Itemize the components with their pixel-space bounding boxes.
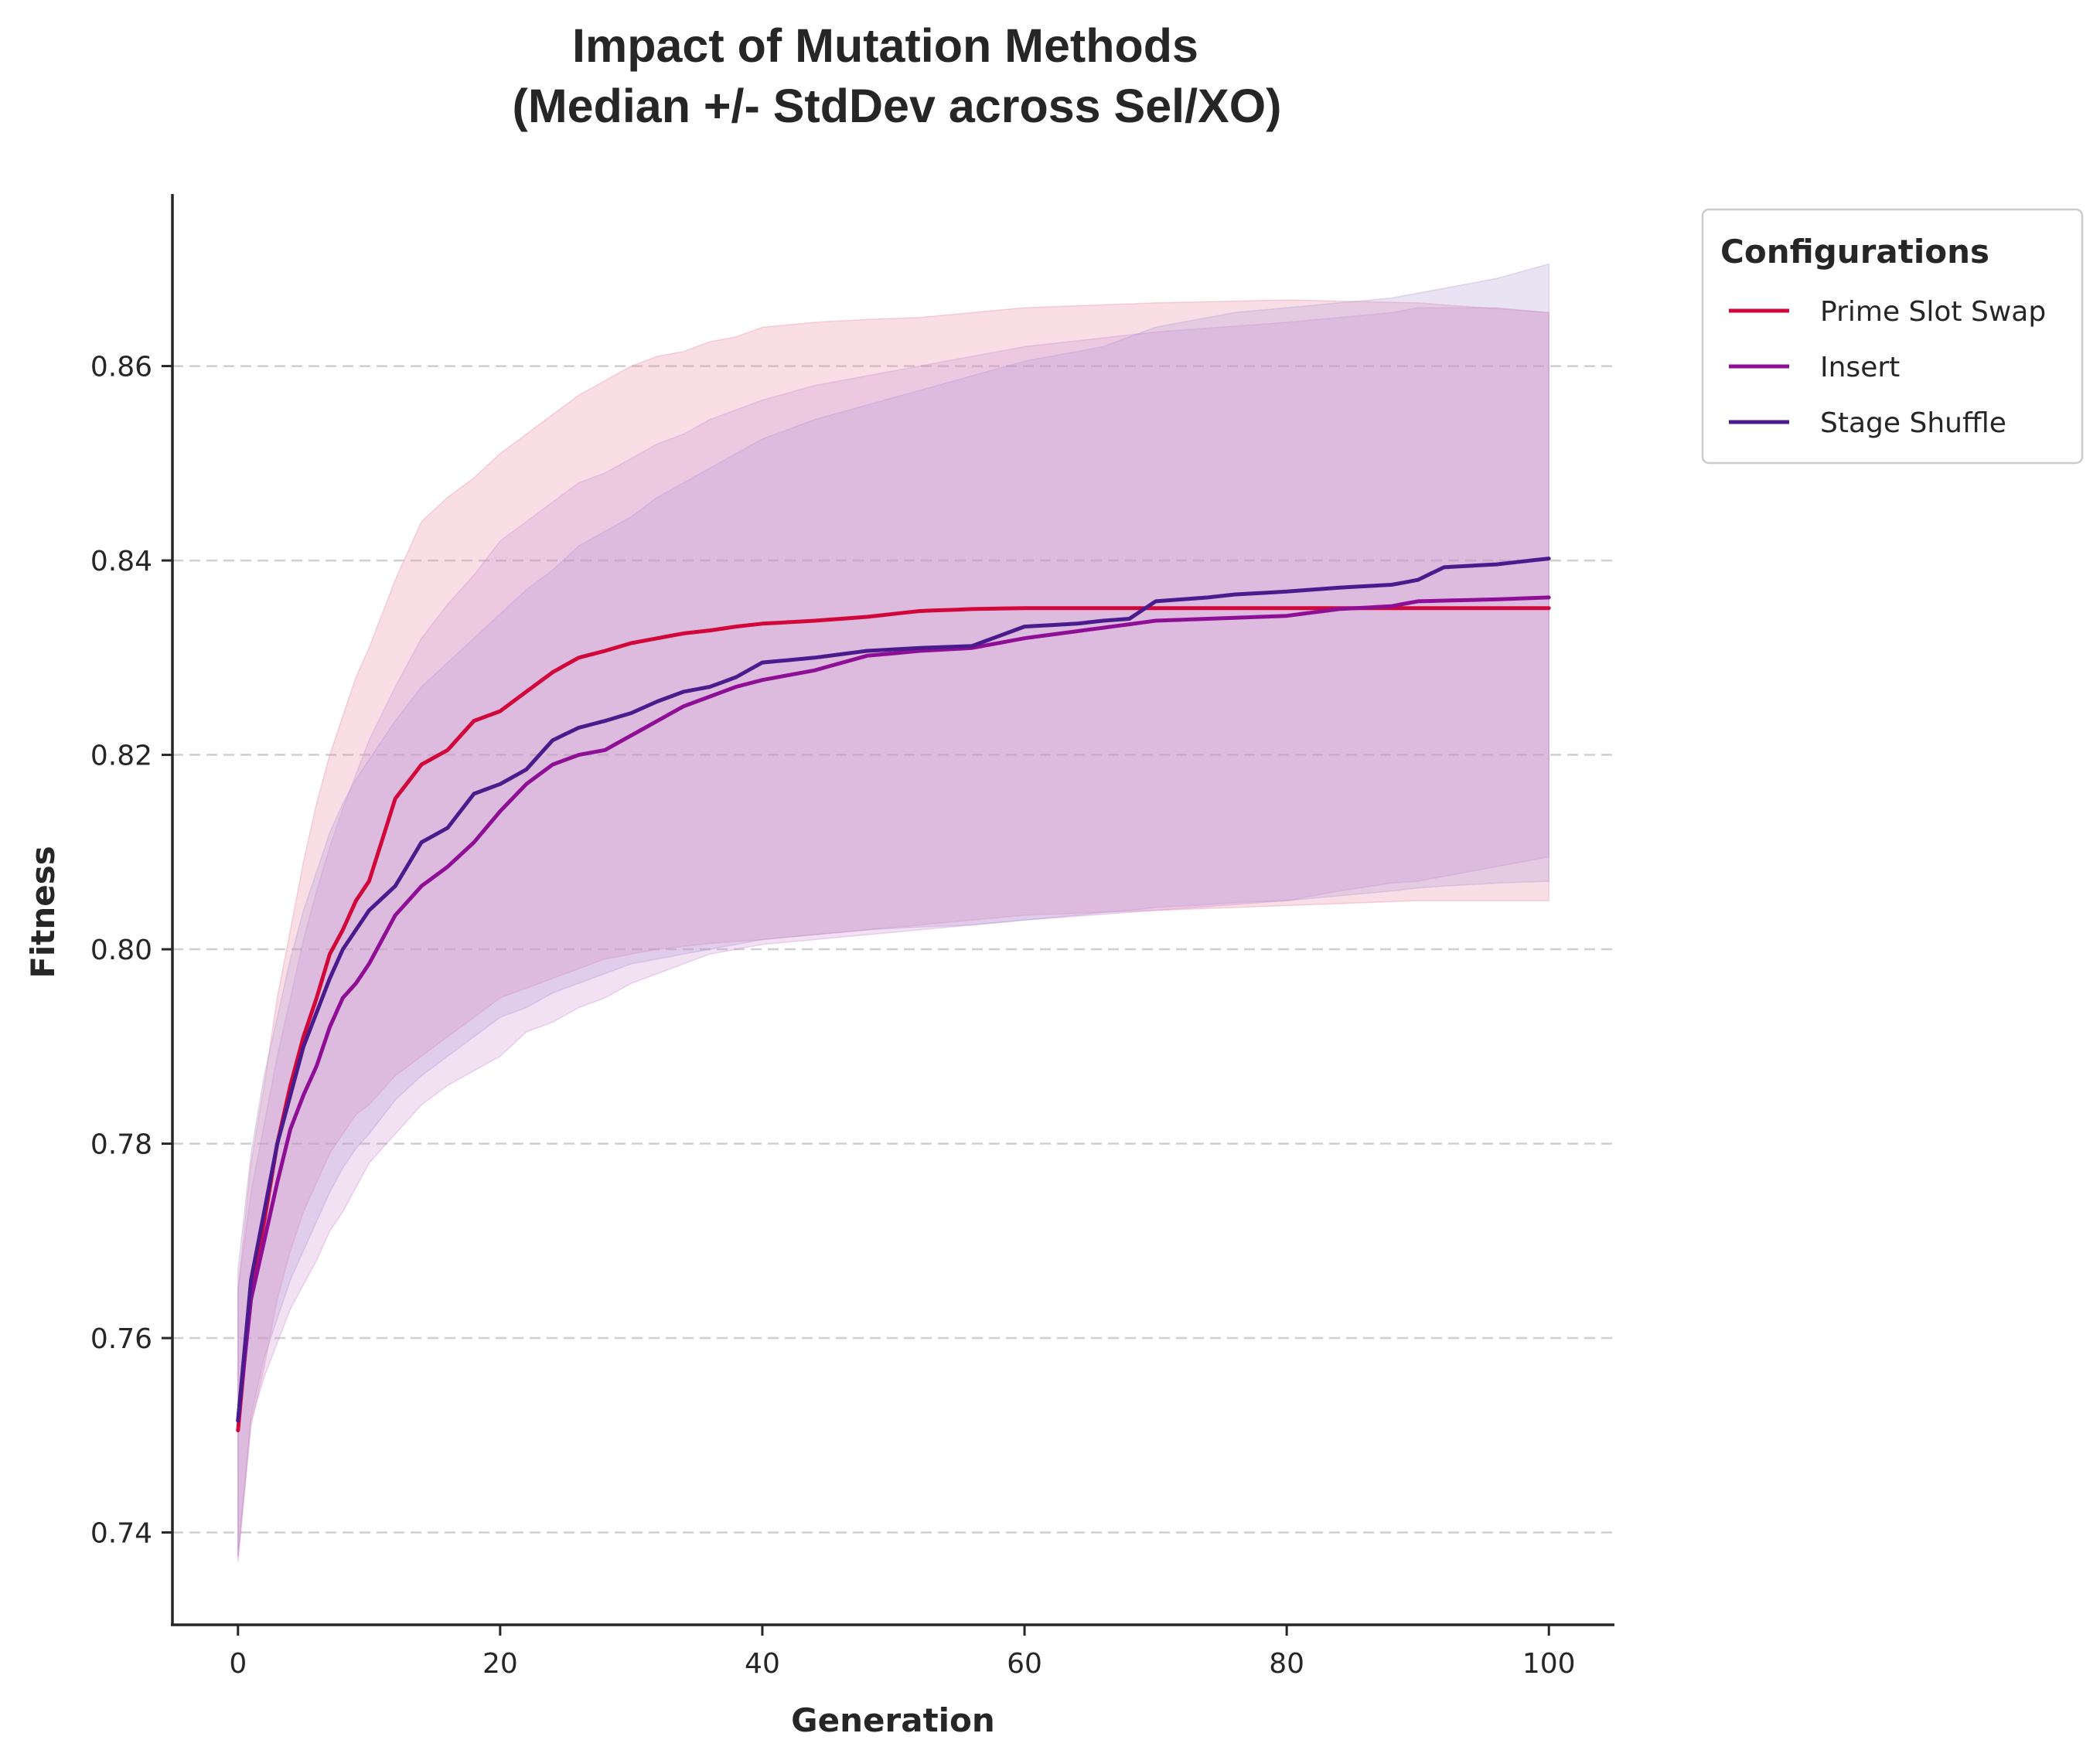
legend-item-stage-shuffle: Stage Shuffle: [1729, 407, 2006, 439]
x-tick-label-0: 0: [229, 1648, 247, 1680]
legend: Configurations Prime Slot Swap Insert Stag…: [1701, 208, 2084, 465]
x-tick-label-2: 40: [745, 1648, 780, 1680]
x-tick-label-5: 100: [1522, 1648, 1576, 1680]
x-tick-label-4: 80: [1269, 1648, 1304, 1680]
legend-label: Insert: [1820, 352, 1900, 383]
legend-label: Prime Slot Swap: [1820, 296, 2046, 328]
line-insert: [236, 595, 1551, 1423]
line-prime-slot-swap: [236, 606, 1551, 1432]
y-tick-label-2: 0.78: [90, 1129, 152, 1161]
legend-item-insert: Insert: [1729, 352, 1900, 383]
band-stage-shuffle: [237, 263, 1549, 1558]
legend-items: Prime Slot Swap Insert Stage Shuffle: [1729, 296, 2046, 439]
line-stage-shuffle: [236, 557, 1551, 1423]
std-dev-bands: [237, 263, 1549, 1562]
chart-title: Impact of Mutation Methods: [572, 19, 1198, 72]
y-tick-label-6: 0.86: [90, 352, 152, 383]
y-axis-label: Fitness: [24, 846, 62, 979]
band-prime-slot-swap: [237, 299, 1549, 1562]
median-lines: [236, 557, 1551, 1432]
grid-lines: [172, 365, 1614, 1534]
y-tick-label-3: 0.80: [90, 935, 152, 966]
legend-label: Stage Shuffle: [1820, 407, 2006, 439]
x-axis-label: Generation: [791, 1701, 995, 1739]
legend-item-prime-slot-swap: Prime Slot Swap: [1729, 296, 2046, 328]
y-tick-label-1: 0.76: [90, 1323, 152, 1355]
y-tick-label-4: 0.82: [90, 741, 152, 772]
y-tick-label-5: 0.84: [90, 546, 152, 577]
x-tick-label-1: 20: [482, 1648, 518, 1680]
chart-subtitle: (Median +/- StdDev across Sel/XO): [513, 80, 1282, 132]
x-ticks: 0 20 40 60 80 100: [229, 1625, 1576, 1680]
axes: [171, 194, 1614, 1626]
x-tick-label-3: 60: [1007, 1648, 1042, 1680]
y-ticks: 0.74 0.76 0.78 0.80 0.82 0.84 0.86: [90, 352, 172, 1550]
legend-box: [1701, 208, 2084, 465]
legend-title: Configurations: [1720, 233, 1989, 271]
y-tick-label-0: 0.74: [90, 1518, 152, 1550]
